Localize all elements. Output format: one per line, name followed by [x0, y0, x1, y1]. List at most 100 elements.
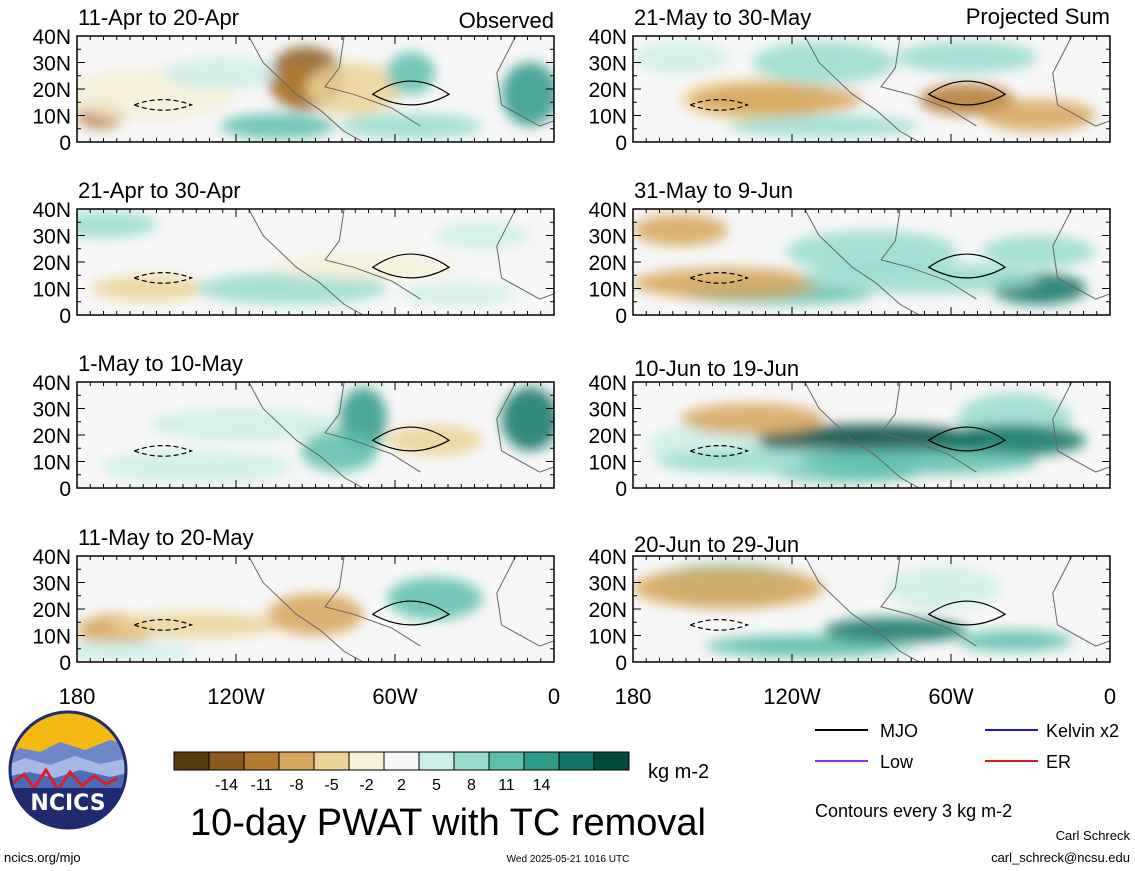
lon-label-right-180: 180: [615, 684, 652, 709]
timestamp: Wed 2025-05-21 1016 UTC: [507, 854, 630, 865]
map-panel-right-4: [632, 555, 1111, 663]
lat-label: 30N: [32, 573, 71, 596]
colorbar-swatch: [173, 751, 210, 771]
panel-title-right-4: 20-Jun to 29-Jun: [634, 532, 799, 557]
panel-title-left-4: 11-May to 20-May: [78, 525, 254, 550]
map-panels: [76, 35, 1111, 663]
panel-title-left-3: 1-May to 10-May: [78, 351, 243, 376]
lat-label: 20N: [32, 252, 71, 275]
panel-title-left-1: 11-Apr to 20-Apr: [78, 5, 239, 30]
colorbar-swatch: [418, 751, 455, 771]
lat-label: 30N: [32, 226, 71, 249]
map-panel-left-2: [76, 208, 555, 316]
latitude-labels: 40N 40N 30N 30N 20N 20N 10N 10N 0 0 40N 40N 30N 30N 20…: [32, 26, 627, 675]
legend: MJO Kelvin x2 Low ER: [815, 721, 1119, 772]
map-panel-left-3: [76, 381, 555, 489]
panel-title-left-2: 21-Apr to 30-Apr: [78, 178, 241, 203]
map-panel-left-4: [76, 555, 555, 663]
author-name: Carl Schreck: [1056, 828, 1131, 843]
lat-label: 10N: [588, 279, 627, 302]
lat-label: 40N: [32, 199, 71, 222]
contours-note: Contours every 3 kg m-2: [815, 801, 1012, 821]
lat-label: 10N: [588, 452, 627, 475]
lon-label-left-60w: 60W: [372, 684, 417, 709]
lat-label: 40N: [588, 372, 627, 395]
author-email: carl_schreck@ncsu.edu: [991, 850, 1130, 865]
map-panel-left-1: [76, 35, 555, 143]
lon-label-left-0: 0: [548, 684, 560, 709]
lon-label-right-60w: 60W: [928, 684, 973, 709]
lat-label: 40N: [32, 26, 71, 49]
lat-label: 30N: [588, 53, 627, 76]
colorbar-swatch: [558, 751, 595, 771]
map-panel-right-3: [632, 381, 1111, 489]
colorbar-label: -5: [324, 777, 338, 794]
lat-label: 0: [59, 652, 71, 675]
lat-label: 40N: [588, 546, 627, 569]
lat-label: 30N: [588, 399, 627, 422]
lat-label: 0: [615, 305, 627, 328]
colorbar-swatch: [488, 751, 525, 771]
lat-label: 40N: [588, 26, 627, 49]
colorbar-swatch: [313, 751, 350, 771]
lat-label: 20N: [588, 425, 627, 448]
colorbar-swatch: [383, 751, 420, 771]
lat-label: 30N: [32, 53, 71, 76]
lat-label: 40N: [32, 372, 71, 395]
colorbar-swatch: [523, 751, 560, 771]
lat-label: 30N: [32, 399, 71, 422]
lat-label: 30N: [588, 226, 627, 249]
colorbar-swatch: [593, 751, 630, 771]
legend-low-label: Low: [880, 752, 914, 772]
lat-label: 0: [615, 478, 627, 501]
lat-label: 10N: [588, 106, 627, 129]
colorbar-units: kg m-2: [648, 761, 709, 783]
lat-label: 0: [59, 132, 71, 155]
main-title: 10-day PWAT with TC removal: [190, 802, 706, 844]
colorbar: -14 -11 -8 -5 -2 2 5 8 11 14: [173, 751, 630, 794]
colorbar-swatch: [278, 751, 315, 771]
colorbar-label: -14: [215, 777, 238, 794]
lon-label-right-0: 0: [1104, 684, 1116, 709]
colorbar-label: -2: [359, 777, 373, 794]
colorbar-swatch: [348, 751, 385, 771]
lat-label: 10N: [32, 279, 71, 302]
lat-label: 0: [59, 478, 71, 501]
colorbar-swatch: [243, 751, 280, 771]
colorbar-label: 2: [397, 777, 406, 794]
logo-text: NCICS: [30, 791, 105, 816]
map-panel-right-2: [632, 208, 1111, 316]
lat-label: 20N: [588, 252, 627, 275]
lon-label-right-120w: 120W: [763, 684, 821, 709]
panel-title-right-2: 31-May to 9-Jun: [634, 178, 793, 203]
colorbar-label: -8: [289, 777, 303, 794]
panel-title-right-3: 10-Jun to 19-Jun: [634, 356, 799, 381]
lat-label: 0: [59, 305, 71, 328]
lat-label: 30N: [588, 573, 627, 596]
legend-er-label: ER: [1046, 752, 1071, 772]
lat-label: 40N: [32, 546, 71, 569]
lat-label: 10N: [32, 452, 71, 475]
colorbar-label: -11: [251, 777, 273, 794]
colorbar-swatch: [453, 751, 490, 771]
projected-label: Projected Sum: [966, 4, 1110, 29]
colorbar-label: 14: [533, 777, 551, 794]
lat-label: 40N: [588, 199, 627, 222]
observed-label: Observed: [459, 8, 554, 33]
lat-label: 0: [615, 652, 627, 675]
colorbar-swatch: [208, 751, 245, 771]
legend-mjo-label: MJO: [880, 721, 918, 741]
lat-label: 20N: [32, 79, 71, 102]
lon-label-left-120w: 120W: [207, 684, 265, 709]
site-url: ncics.org/mjo: [4, 850, 81, 865]
lat-label: 20N: [32, 425, 71, 448]
lat-label: 0: [615, 132, 627, 155]
lat-label: 20N: [588, 79, 627, 102]
legend-kelvin-label: Kelvin x2: [1046, 721, 1119, 741]
colorbar-label: 11: [498, 777, 515, 794]
lat-label: 20N: [32, 599, 71, 622]
lat-label: 10N: [32, 106, 71, 129]
panel-title-right-1: 21-May to 30-May: [634, 5, 811, 30]
ncics-logo: NCICS: [8, 710, 128, 830]
colorbar-label: 5: [432, 777, 441, 794]
